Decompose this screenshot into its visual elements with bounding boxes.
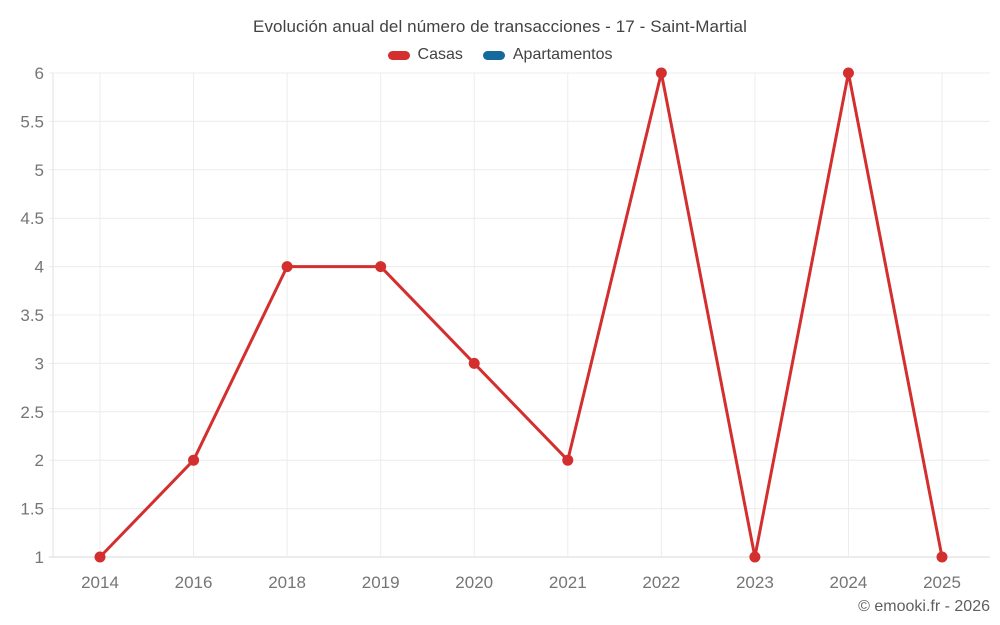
chart-title: Evolución anual del número de transaccio… xyxy=(253,17,747,36)
legend-label-apartamentos: Apartamentos xyxy=(512,46,613,63)
x-tick-label-2018: 2018 xyxy=(268,573,306,592)
y-tick-label: 2.5 xyxy=(20,403,44,422)
data-point-casas-2020[interactable] xyxy=(468,357,480,369)
watermark: © emooki.fr - 2026 xyxy=(858,598,990,615)
legend-label-casas: Casas xyxy=(417,46,463,63)
x-tick-label-2022: 2022 xyxy=(642,573,680,592)
x-tick-label-2023: 2023 xyxy=(736,573,774,592)
x-tick-label-2016: 2016 xyxy=(175,573,213,592)
data-point-casas-2021[interactable] xyxy=(562,454,574,466)
data-point-casas-2023[interactable] xyxy=(749,551,761,563)
data-point-casas-2018[interactable] xyxy=(281,261,293,273)
y-tick-label: 3 xyxy=(35,354,44,373)
x-tick-label-2014: 2014 xyxy=(81,573,119,592)
x-tick-label-2019: 2019 xyxy=(362,573,400,592)
x-tick-label-2021: 2021 xyxy=(549,573,587,592)
legend-item-casas[interactable]: Casas xyxy=(387,46,463,64)
data-point-casas-2025[interactable] xyxy=(936,551,948,563)
legend-item-apartamentos[interactable]: Apartamentos xyxy=(482,46,613,64)
data-point-casas-2019[interactable] xyxy=(375,261,387,273)
y-tick-label: 5 xyxy=(35,161,44,180)
casas-swatch-icon xyxy=(387,50,410,60)
y-tick-label: 1 xyxy=(35,548,44,567)
data-point-casas-2024[interactable] xyxy=(842,67,854,79)
data-point-casas-2022[interactable] xyxy=(655,67,667,79)
y-tick-label: 5.5 xyxy=(20,112,44,131)
data-point-casas-2014[interactable] xyxy=(94,551,106,563)
y-tick-label: 2 xyxy=(35,451,44,470)
y-tick-label: 4.5 xyxy=(20,209,44,228)
x-tick-label-2025: 2025 xyxy=(923,573,961,592)
y-tick-label: 1.5 xyxy=(20,500,44,519)
data-point-casas-2016[interactable] xyxy=(188,454,200,466)
x-tick-label-2020: 2020 xyxy=(455,573,493,592)
y-tick-label: 4 xyxy=(35,258,44,277)
legend: Casas Apartamentos xyxy=(0,46,1000,64)
x-tick-label-2024: 2024 xyxy=(830,573,868,592)
y-tick-label: 6 xyxy=(35,64,44,83)
series-line-casas xyxy=(98,71,944,559)
apartamentos-swatch-icon xyxy=(482,50,505,60)
y-tick-label: 3.5 xyxy=(20,306,44,325)
